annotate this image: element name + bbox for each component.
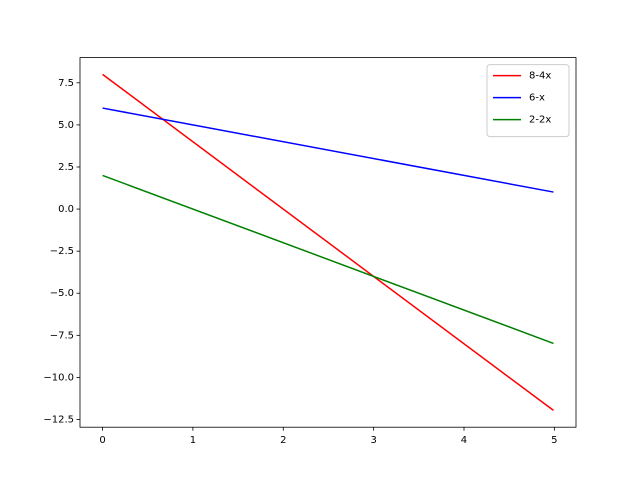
y-tick-label: −2.5: [50, 246, 74, 257]
x-tick-label: 0: [99, 435, 105, 446]
y-tick-label: 0.0: [58, 204, 74, 215]
x-tick-label: 3: [370, 435, 376, 446]
legend-label: 2-2x: [529, 115, 551, 126]
y-tick-label: 7.5: [58, 78, 74, 89]
legend-label: 8-4x: [529, 71, 551, 82]
x-tick-label: 1: [190, 435, 196, 446]
y-tick-label: −5.0: [50, 288, 74, 299]
x-tick-label: 5: [551, 435, 557, 446]
y-tick-label: −10.0: [43, 372, 74, 383]
x-tick-label: 2: [280, 435, 286, 446]
series-line: [102, 174, 554, 345]
x-tick-label: 4: [461, 435, 467, 446]
y-tick-label: 2.5: [58, 162, 74, 173]
y-tick-label: 5.0: [58, 120, 74, 131]
plot-frame: [79, 57, 577, 428]
legend-label: 6-x: [529, 93, 545, 104]
series-line: [102, 73, 554, 412]
legend-box: [486, 64, 570, 138]
series-line: [102, 107, 554, 193]
y-tick-label: −7.5: [50, 330, 74, 341]
y-tick-label: −12.5: [43, 414, 74, 425]
